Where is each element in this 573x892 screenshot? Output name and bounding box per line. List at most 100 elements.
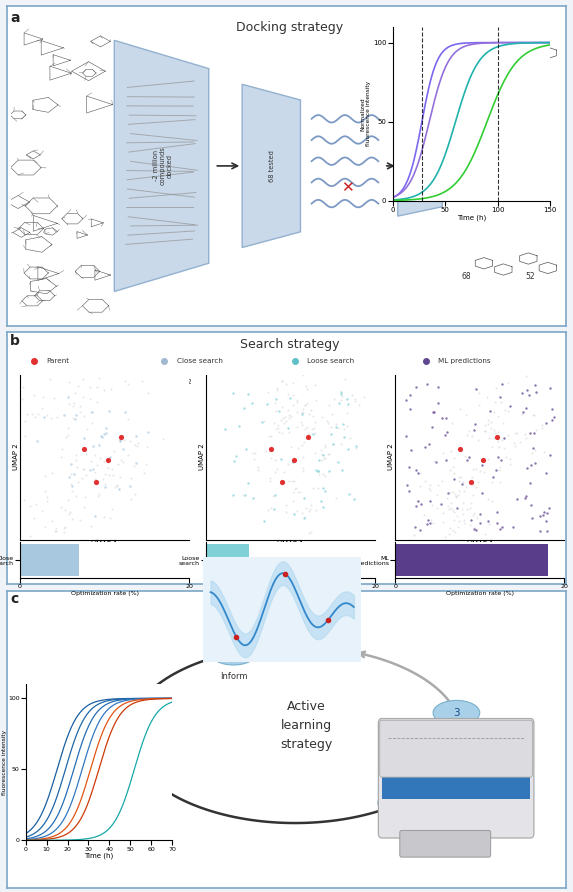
- Point: [73, 460, 82, 475]
- Point: [278, 401, 287, 415]
- Point: [63, 427, 72, 442]
- Text: 2: 2: [398, 797, 405, 808]
- Point: [114, 482, 123, 496]
- Point: [100, 427, 109, 442]
- Point: [331, 364, 340, 378]
- Point: [472, 480, 481, 494]
- Point: [475, 516, 484, 531]
- Point: [289, 388, 298, 402]
- Point: [429, 516, 438, 530]
- Point: [324, 464, 333, 478]
- Point: [471, 382, 480, 396]
- Point: [115, 434, 124, 448]
- FancyBboxPatch shape: [382, 774, 531, 798]
- Point: [541, 466, 551, 480]
- Point: [271, 392, 280, 406]
- Point: [532, 386, 541, 401]
- Point: [493, 434, 503, 448]
- Text: 68 tested: 68 tested: [269, 150, 274, 182]
- Point: [99, 453, 108, 467]
- Point: [234, 418, 244, 433]
- Point: [500, 441, 509, 455]
- Text: Parent: Parent: [46, 358, 69, 364]
- X-axis label: Time (h): Time (h): [457, 214, 486, 221]
- Point: [140, 467, 149, 481]
- Point: [326, 419, 335, 434]
- Point: [521, 401, 531, 415]
- Point: [137, 374, 146, 388]
- Point: [351, 439, 360, 453]
- Point: [327, 407, 336, 421]
- Point: [300, 509, 309, 524]
- Point: [52, 524, 61, 538]
- Point: [433, 379, 442, 393]
- Point: [280, 465, 289, 479]
- Point: [449, 466, 458, 480]
- Point: [415, 466, 424, 480]
- Point: [71, 489, 80, 503]
- Circle shape: [433, 700, 480, 725]
- Point: [442, 491, 452, 505]
- Point: [433, 395, 442, 409]
- Point: [92, 532, 101, 546]
- Point: [318, 481, 327, 495]
- Point: [124, 448, 133, 462]
- Text: a: a: [10, 11, 20, 25]
- Point: [64, 375, 73, 389]
- Point: [266, 442, 275, 456]
- Point: [131, 486, 140, 500]
- Point: [298, 464, 307, 478]
- Point: [249, 491, 258, 505]
- Point: [134, 436, 143, 450]
- Point: [340, 371, 349, 385]
- Point: [76, 405, 85, 419]
- Point: [428, 404, 437, 418]
- Point: [230, 454, 239, 468]
- Point: [133, 439, 142, 453]
- Point: [20, 429, 29, 443]
- Point: [288, 455, 297, 469]
- Point: [11, 447, 20, 461]
- Point: [311, 415, 320, 429]
- Point: [473, 475, 482, 489]
- Point: [448, 485, 457, 500]
- Point: [426, 478, 435, 492]
- Point: [307, 498, 316, 512]
- Point: [438, 474, 447, 488]
- Point: [266, 500, 275, 515]
- Point: [107, 501, 116, 516]
- Point: [495, 475, 504, 490]
- Point: [43, 491, 52, 505]
- Point: [422, 516, 431, 531]
- Point: [460, 483, 469, 498]
- Point: [344, 442, 353, 457]
- Point: [59, 521, 68, 535]
- Point: [64, 508, 73, 522]
- Point: [474, 398, 483, 412]
- Point: [124, 412, 133, 426]
- Point: [460, 449, 469, 463]
- Point: [474, 434, 483, 448]
- Point: [299, 401, 308, 416]
- Point: [444, 499, 453, 513]
- Point: [52, 521, 61, 535]
- Point: [265, 470, 274, 484]
- Point: [530, 408, 539, 422]
- Point: [338, 388, 347, 402]
- Point: [291, 481, 300, 495]
- X-axis label: UMAP 1: UMAP 1: [91, 541, 118, 547]
- Point: [465, 424, 474, 438]
- Point: [406, 388, 415, 402]
- Point: [496, 395, 505, 409]
- Text: 68: 68: [462, 272, 471, 281]
- Point: [93, 380, 102, 394]
- Point: [336, 387, 346, 401]
- Point: [469, 506, 478, 520]
- Point: [278, 475, 287, 489]
- Point: [221, 422, 230, 436]
- Point: [508, 520, 517, 534]
- Point: [305, 526, 314, 541]
- Point: [39, 409, 48, 424]
- Point: [296, 415, 305, 429]
- Point: [308, 409, 317, 423]
